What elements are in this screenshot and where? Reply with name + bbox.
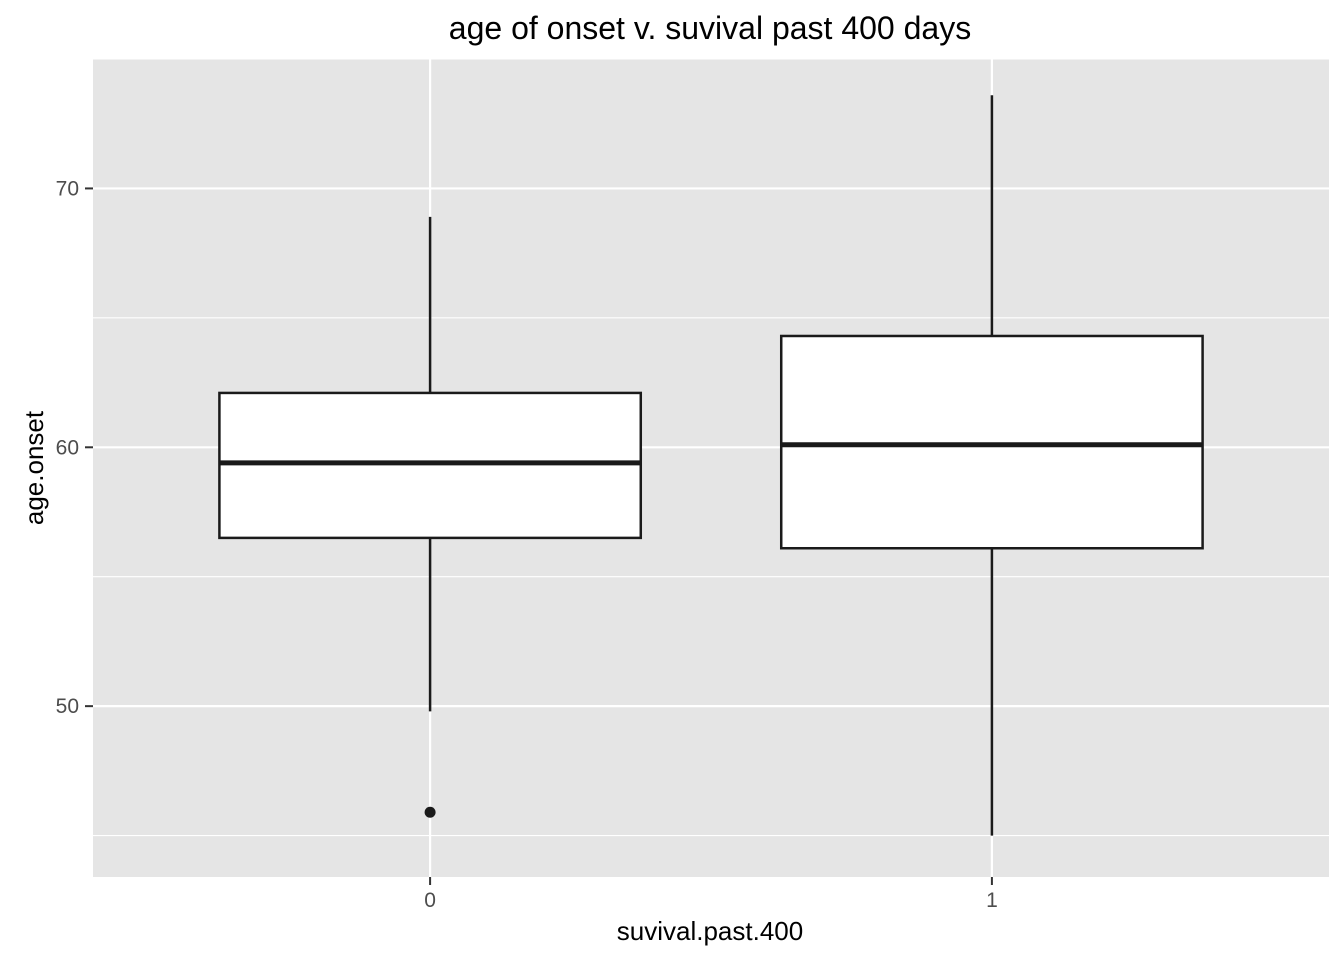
x-tick-label: 0 bbox=[424, 889, 436, 912]
y-tick-label: 60 bbox=[56, 436, 79, 459]
x-axis-title: suvival.past.400 bbox=[617, 916, 803, 946]
box-group-1 bbox=[779, 95, 1204, 836]
box bbox=[779, 334, 1204, 550]
outlier-point bbox=[424, 806, 436, 818]
y-axis: 50 60 70 bbox=[56, 177, 93, 718]
chart-title: age of onset v. suvival past 400 days bbox=[449, 10, 971, 46]
x-tick-label: 1 bbox=[986, 889, 998, 912]
box-group-0 bbox=[218, 216, 643, 818]
boxes bbox=[218, 95, 1204, 836]
box bbox=[218, 391, 643, 540]
y-tick-label: 70 bbox=[56, 177, 79, 200]
y-axis-title: age.onset bbox=[19, 410, 49, 525]
y-tick-label: 50 bbox=[56, 695, 79, 718]
